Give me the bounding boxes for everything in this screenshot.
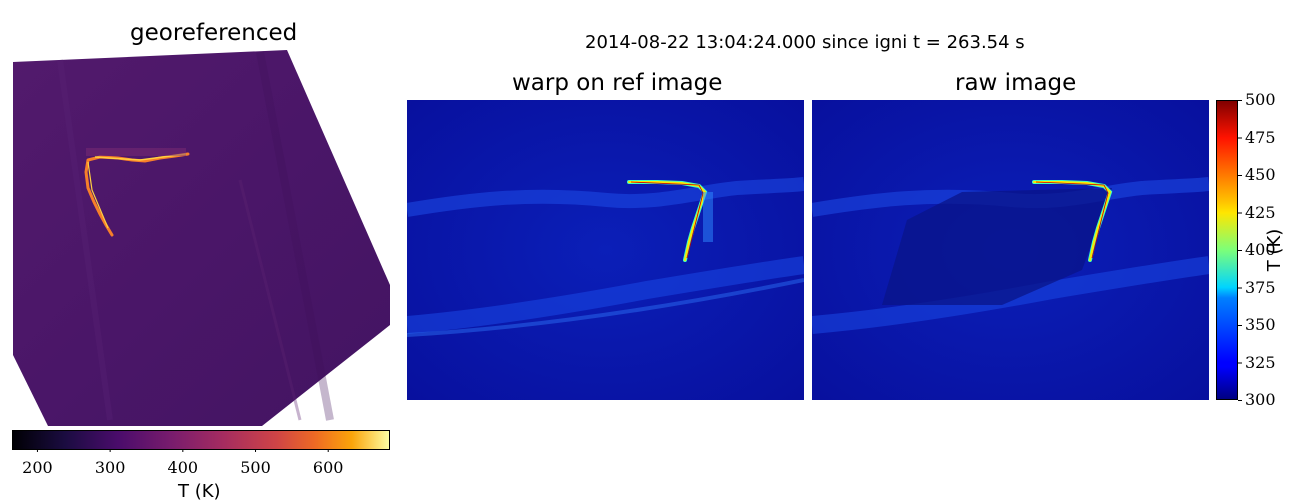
inferno-tick-label: 400 [167, 458, 199, 477]
georeferenced-image [13, 50, 390, 426]
jet-tick-label: 425 [1245, 202, 1276, 222]
panel-raw-title: raw image [955, 70, 1077, 96]
jet-tick-label: 350 [1245, 315, 1276, 334]
figure-suptitle: 2014-08-22 13:04:24.000 since igni t = 2… [585, 32, 1025, 53]
jet-tick-label: 325 [1245, 352, 1276, 372]
jet-tick-label: 500 [1245, 90, 1276, 109]
raw-warp-footprint [882, 188, 1112, 305]
raw-image [812, 100, 1209, 400]
inferno-colorbar [12, 430, 390, 452]
inferno-tick-label: 600 [312, 458, 344, 477]
jet-tick-label: 450 [1245, 165, 1276, 184]
inferno-colorbar-label: T (K) [178, 481, 221, 502]
jet-colorbar-label: T (K) [1264, 228, 1285, 272]
warp-image [407, 100, 804, 400]
jet-tick-label: 400 [1245, 240, 1276, 259]
georeferenced-footprint [13, 50, 390, 426]
inferno-tick-label: 200 [22, 458, 53, 477]
inferno-tick-label: 500 [240, 458, 271, 477]
inferno-tick-label: 300 [94, 458, 126, 477]
jet-tick-label: 475 [1245, 127, 1276, 147]
panel-warp-title: warp on ref image [512, 70, 723, 96]
inferno-colorbar-ticks [36, 450, 329, 452]
panel-georeferenced-title: georeferenced [130, 20, 298, 46]
jet-colorbar [1216, 100, 1242, 401]
jet-colorbar-ticks [1238, 100, 1242, 401]
jet-tick-label: 300 [1245, 390, 1276, 409]
jet-tick-label: 375 [1245, 277, 1276, 297]
